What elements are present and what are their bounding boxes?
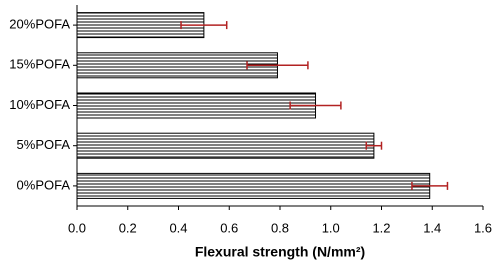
x-tick-label: 1.2 xyxy=(372,220,390,235)
x-axis-label: Flexural strength (N/mm²) xyxy=(195,244,365,260)
x-tick-label: 1.6 xyxy=(474,220,492,235)
error-bar xyxy=(180,21,228,30)
error-bar xyxy=(365,141,383,150)
error-bar xyxy=(289,101,342,110)
x-tick-label: 1.0 xyxy=(322,220,340,235)
error-bar xyxy=(246,61,309,70)
bar xyxy=(76,52,278,79)
x-tick-label: 0.6 xyxy=(220,220,238,235)
y-tick-label: 5%POFA xyxy=(17,137,71,152)
bar xyxy=(76,132,375,159)
bar xyxy=(76,172,431,199)
bar xyxy=(76,92,317,119)
error-bar xyxy=(411,181,449,190)
y-tick-label: 0%POFA xyxy=(17,177,71,192)
y-tick-label: 20%POFA xyxy=(9,17,70,32)
x-tick-label: 1.4 xyxy=(423,220,441,235)
x-tick-label: 0.0 xyxy=(68,220,86,235)
x-tick-label: 0.2 xyxy=(119,220,137,235)
y-tick-label: 10%POFA xyxy=(9,97,70,112)
x-tick-label: 0.4 xyxy=(169,220,187,235)
x-tick-label: 0.8 xyxy=(271,220,289,235)
y-tick-label: 15%POFA xyxy=(9,57,70,72)
